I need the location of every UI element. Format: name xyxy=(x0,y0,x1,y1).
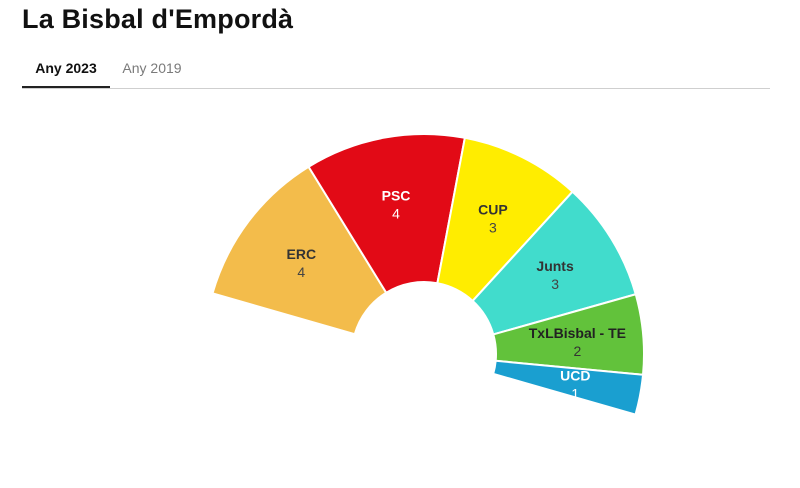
seat-count-label: 1 xyxy=(571,386,579,402)
page-title: La Bisbal d'Empordà xyxy=(22,4,294,34)
party-label: CUP xyxy=(478,201,508,217)
party-label: UCD xyxy=(560,368,590,384)
seat-segment-erc[interactable] xyxy=(211,165,388,336)
party-label: ERC xyxy=(287,246,317,262)
seat-count-label: 4 xyxy=(297,264,305,280)
party-label: TxLBisbal - TE xyxy=(529,325,626,341)
parliament-chart: ERC 4 PSC 4 CUP 3 Junts 3 TxLBisbal - TE 2 UCD 1 xyxy=(0,90,800,483)
seat-segment-ucd[interactable] xyxy=(491,359,645,416)
party-label: Junts xyxy=(536,258,574,274)
seat-count-label: 3 xyxy=(489,219,497,235)
tab-2023[interactable]: Any 2023 xyxy=(22,58,110,88)
year-tabs: Any 2023 Any 2019 xyxy=(22,58,770,89)
seat-count-label: 4 xyxy=(392,206,400,222)
seat-count-label: 3 xyxy=(551,276,559,292)
party-label: PSC xyxy=(382,188,411,204)
seat-count-label: 2 xyxy=(573,343,581,359)
seat-segment-psc[interactable] xyxy=(307,133,467,295)
parliament-chart-svg: ERC 4 PSC 4 CUP 3 Junts 3 TxLBisbal - TE 2 UCD 1 xyxy=(211,133,645,416)
tab-2019[interactable]: Any 2019 xyxy=(122,60,182,76)
